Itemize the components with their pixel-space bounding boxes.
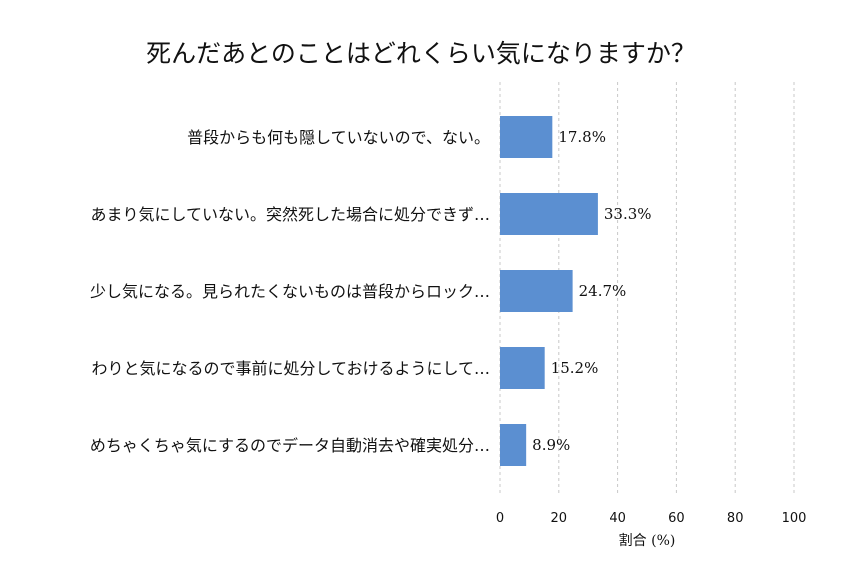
category-label: わりと気になるので事前に処分しておけるようにして…	[91, 359, 490, 378]
bar	[500, 424, 527, 466]
data-label: 8.9%	[532, 436, 570, 454]
category-label: めちゃくちゃ気にするのでデータ自動消去や確実処分…	[90, 436, 490, 455]
x-axis-label: 割合 (%)	[619, 532, 676, 549]
x-tick-label: 80	[727, 511, 744, 526]
category-labels: 普段からも何も隠していないので、ない。あまり気にしていない。突然死した場合に処分…	[90, 128, 490, 455]
category-label: 普段からも何も隠していないので、ない。	[187, 128, 490, 147]
category-label: あまり気にしていない。突然死した場合に処分できず…	[90, 205, 490, 224]
x-tick-label: 40	[609, 511, 626, 526]
x-tick-label: 20	[551, 511, 568, 526]
bar	[500, 347, 545, 389]
x-tick-label: 100	[782, 511, 807, 526]
x-axis-ticks: 0 20 40 60 80 100	[496, 511, 807, 526]
data-label: 24.7%	[579, 282, 627, 300]
bars	[500, 116, 598, 466]
bar	[500, 116, 553, 158]
chart-title: 死んだあとのことはどれくらい気になりますか？	[146, 39, 696, 68]
value-labels: 17.8% 33.3% 24.7% 15.2% 8.9%	[532, 128, 651, 454]
data-label: 33.3%	[604, 205, 652, 223]
data-label: 15.2%	[551, 359, 599, 377]
bar	[500, 193, 598, 235]
x-tick-label: 0	[496, 511, 504, 526]
category-label: 少し気になる。見られたくないものは普段からロック…	[90, 282, 490, 301]
data-label: 17.8%	[558, 128, 606, 146]
x-tick-label: 60	[668, 511, 685, 526]
bar	[500, 270, 573, 312]
